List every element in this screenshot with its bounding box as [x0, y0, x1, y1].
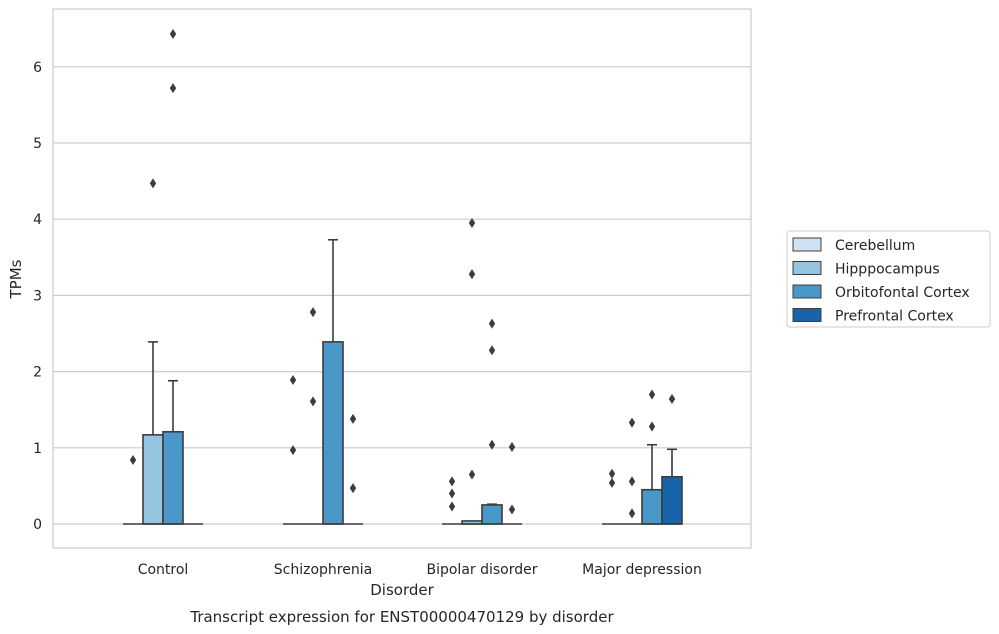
outlier-point	[648, 421, 656, 432]
plot-frame	[52, 8, 752, 549]
outlier-point	[349, 483, 357, 494]
outlier-point	[468, 269, 476, 280]
box-cerebellum	[442, 476, 462, 525]
legend-label: Cerebellum	[835, 238, 915, 254]
x-tick-label: Bipolar disorder	[426, 562, 537, 578]
legend: Cerebellum Hipppocampus Orbitofontal Corte…	[786, 230, 991, 328]
y-tick-label: 3	[33, 288, 42, 304]
outlier-point	[508, 504, 516, 515]
legend-item: Orbitofontal Cortex	[792, 284, 970, 301]
outlier-point	[349, 413, 357, 424]
outlier-point	[628, 508, 636, 519]
legend-label: Orbitofontal Cortex	[835, 285, 970, 301]
box-cerebellum	[123, 454, 143, 525]
box-orbitofontal-cortex	[641, 389, 663, 525]
x-tick-label: Control	[138, 562, 189, 578]
outlier-point	[468, 469, 476, 480]
box-prefrontal-cortex	[502, 442, 522, 525]
box-body	[162, 430, 184, 525]
legend-swatch	[792, 284, 822, 299]
outlier-point	[608, 468, 616, 479]
outlier-point	[608, 477, 616, 488]
box-cerebellum	[602, 468, 622, 525]
y-tick-label: 0	[33, 517, 42, 533]
y-tick-label: 5	[33, 136, 42, 152]
legend-item: Cerebellum	[792, 237, 915, 254]
box-body	[322, 341, 344, 525]
x-tick-labels: Control Schizophrenia Bipolar disorder Majo…	[138, 562, 702, 578]
box-hipppocampus	[303, 307, 323, 525]
box-body	[661, 475, 683, 525]
outlier-point	[309, 307, 317, 318]
outlier-point	[448, 488, 456, 499]
legend-swatch	[792, 237, 822, 252]
outlier-point	[488, 318, 496, 329]
box-body	[641, 488, 663, 525]
x-axis-label: Disorder	[370, 581, 434, 599]
box-hipppocampus	[461, 218, 483, 525]
legend-swatch	[792, 261, 822, 275]
box-orbitofontal-cortex	[481, 318, 503, 525]
y-tick-labels: 0 1 2 3 4 5 6	[33, 60, 42, 533]
chart-caption: Transcript expression for ENST0000047012…	[189, 608, 614, 626]
outlier-point	[169, 83, 177, 94]
x-tick-label: Major depression	[582, 562, 702, 578]
outlier-point	[508, 442, 516, 453]
legend-label: Hipppocampus	[835, 262, 940, 278]
outlier-point	[289, 445, 297, 456]
box-layer	[123, 29, 683, 525]
outlier-point	[488, 345, 496, 356]
box-orbitofontal-cortex	[322, 238, 344, 525]
outlier-point	[289, 374, 297, 385]
y-tick-label: 6	[33, 60, 42, 76]
legend-item: Hipppocampus	[792, 261, 940, 278]
box-hipppocampus	[622, 417, 642, 525]
outlier-point	[628, 476, 636, 487]
outlier-point	[448, 501, 456, 512]
outlier-point	[309, 396, 317, 407]
legend-label: Prefrontal Cortex	[835, 309, 954, 325]
box-body	[481, 504, 503, 525]
legend-item: Prefrontal Cortex	[792, 308, 954, 325]
outlier-point	[448, 476, 456, 487]
y-tick-label: 4	[33, 212, 42, 228]
box-prefrontal-cortex	[343, 413, 363, 525]
y-tick-label: 1	[33, 441, 42, 457]
outlier-point	[488, 439, 496, 450]
legend-frame	[786, 230, 991, 328]
outlier-point	[668, 394, 676, 405]
box-body	[142, 434, 164, 525]
outlier-point	[129, 454, 137, 465]
outlier-point	[169, 29, 177, 40]
box-orbitofontal-cortex	[162, 29, 184, 525]
legend-swatch	[792, 308, 822, 322]
box-cerebellum	[283, 374, 303, 525]
outlier-point	[149, 178, 157, 189]
outlier-point	[628, 417, 636, 428]
x-tick-label: Schizophrenia	[274, 562, 372, 578]
box-prefrontal-cortex	[661, 394, 683, 525]
outlier-point	[648, 389, 656, 400]
y-tick-label: 2	[33, 365, 42, 381]
box-hipppocampus	[142, 178, 164, 525]
y-axis-label: TPMs	[7, 259, 25, 299]
outlier-point	[468, 218, 476, 229]
